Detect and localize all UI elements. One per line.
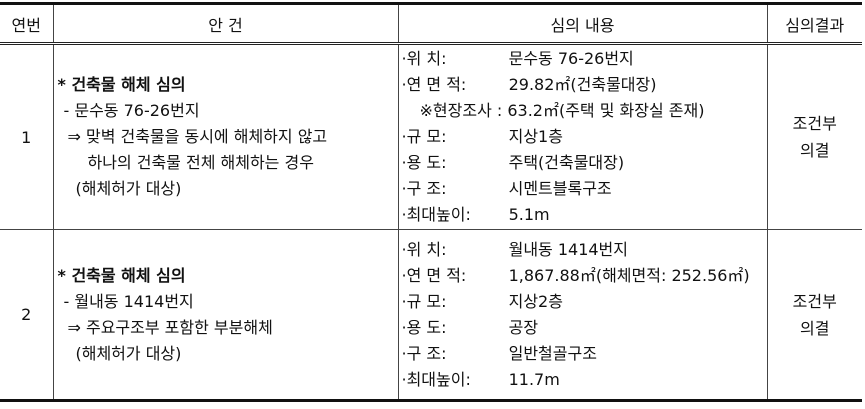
header-agenda: 안 건 (52, 3, 399, 45)
review-table: 연번 안 건 심의 내용 심의결과 1 * 건축물 해체 심의 - 문수동 76… (0, 2, 862, 402)
content-note: ※현장조사 : 63.2㎡(주택 및 화장실 존재) (419, 101, 705, 120)
result-cell: 조건부 의결 (766, 229, 862, 401)
content-line: ·구 조: 일반철골구조 (401, 343, 597, 363)
header-content: 심의 내용 (397, 3, 768, 45)
table-row: 1 * 건축물 해체 심의 - 문수동 76-26번지 ⇒ 맞벽 건축물을 동시… (0, 43, 862, 230)
row-number: 2 (0, 229, 54, 401)
agenda-address: - 월내동 1414번지 (63, 291, 194, 311)
header-row: 연번 안 건 심의 내용 심의결과 (0, 3, 862, 45)
content-cell: ·위 치: 월내동 1414번지 ·연 면 적: 1,867.88㎡(해체면적:… (397, 229, 768, 401)
agenda-address: - 문수동 76-26번지 (63, 101, 200, 120)
agenda-note: (해체허가 대상) (75, 343, 182, 363)
agenda-desc: ⇒ 맞벽 건축물을 동시에 해체하지 않고 (67, 127, 328, 146)
content-line: ·규 모: 지상1층 (401, 127, 563, 146)
agenda-cell: * 건축물 해체 심의 - 문수동 76-26번지 ⇒ 맞벽 건축물을 동시에 … (52, 43, 399, 230)
content-line: ·위 치: 문수동 76-26번지 (401, 49, 634, 68)
content-line: ·용 도: 주택(건축물대장) (401, 153, 625, 172)
content-line: ·최대높이: 11.7m (401, 369, 560, 389)
content-line: ·위 치: 월내동 1414번지 (401, 239, 629, 259)
row-number: 1 (0, 43, 54, 230)
agenda-desc: ⇒ 주요구조부 포함한 부분해체 (67, 317, 273, 337)
agenda-cell: * 건축물 해체 심의 - 월내동 1414번지 ⇒ 주요구조부 포함한 부분해… (52, 229, 399, 401)
content-line: ·구 조: 시멘트블록구조 (401, 179, 612, 198)
content-line: ·연 면 적: 1,867.88㎡(해체면적: 252.56㎡) (401, 265, 750, 285)
content-line: ·연 면 적: 29.82㎡(건축물대장) (401, 75, 657, 94)
header-no: 연번 (0, 3, 54, 45)
agenda-note: (해체허가 대상) (75, 179, 182, 198)
content-cell: ·위 치: 문수동 76-26번지 ·연 면 적: 29.82㎡(건축물대장) … (397, 43, 768, 230)
agenda-desc: 하나의 건축물 전체 해체하는 경우 (87, 153, 314, 172)
content-line: ·규 모: 지상2층 (401, 291, 563, 311)
content-line: ·최대높이: 5.1m (401, 205, 550, 224)
content-line: ·용 도: 공장 (401, 317, 539, 337)
agenda-title: * 건축물 해체 심의 (57, 75, 186, 94)
agenda-title: * 건축물 해체 심의 (57, 265, 186, 285)
result-cell: 조건부 의결 (766, 43, 862, 230)
header-result: 심의결과 (766, 3, 862, 45)
table-row: 2 * 건축물 해체 심의 - 월내동 1414번지 ⇒ 주요구조부 포함한 부… (0, 229, 862, 401)
